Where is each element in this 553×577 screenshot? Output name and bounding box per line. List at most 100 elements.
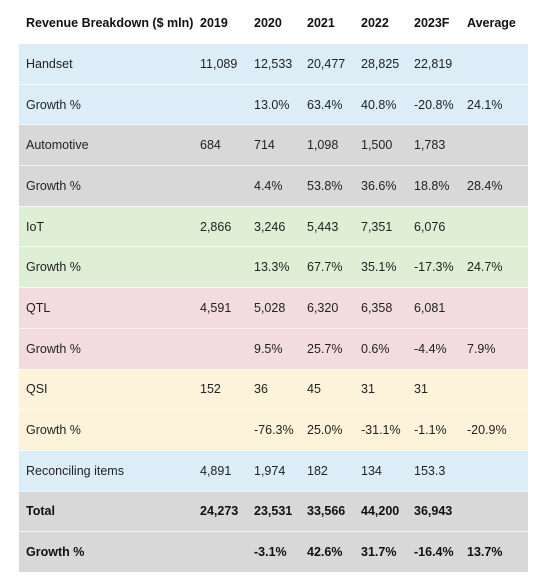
value-average: 24.1% bbox=[460, 83, 528, 125]
value-2023f: -4.4% bbox=[407, 327, 460, 369]
value-2021: 45 bbox=[300, 368, 354, 410]
header-year-2020: 2020 bbox=[247, 3, 300, 44]
value-average: 13.7% bbox=[460, 531, 528, 572]
value-2020: 1,974 bbox=[247, 449, 300, 492]
row-label: Reconciling items bbox=[19, 449, 193, 492]
value-2022: 36.6% bbox=[354, 165, 407, 207]
row-label: Growth % bbox=[19, 327, 193, 369]
value-2019: 684 bbox=[193, 124, 247, 166]
value-2022: 31 bbox=[354, 368, 407, 410]
value-2020: -3.1% bbox=[247, 531, 300, 572]
value-2023f: -16.4% bbox=[407, 531, 460, 572]
header-year-2023f: 2023F bbox=[407, 3, 460, 44]
value-2022: 28,825 bbox=[354, 43, 407, 85]
row-label: Automotive bbox=[19, 124, 193, 166]
value-2022: 40.8% bbox=[354, 83, 407, 125]
row-label: Growth % bbox=[19, 165, 193, 207]
header-row: Revenue Breakdown ($ mln) 2019 2020 2021… bbox=[19, 3, 528, 44]
table-row: IoT 2,866 3,246 5,443 7,351 6,076 bbox=[19, 205, 528, 247]
value-2020: 4.4% bbox=[247, 165, 300, 207]
value-2020: 5,028 bbox=[247, 287, 300, 329]
table-row: Growth % 13.0% 63.4% 40.8% -20.8% 24.1% bbox=[19, 83, 528, 125]
row-label: QTL bbox=[19, 287, 193, 329]
value-2019: 4,591 bbox=[193, 287, 247, 329]
value-2020: 13.0% bbox=[247, 83, 300, 125]
value-average: 24.7% bbox=[460, 246, 528, 288]
value-2021: 67.7% bbox=[300, 246, 354, 288]
value-2023f: 153.3 bbox=[407, 449, 460, 492]
value-2021: 182 bbox=[300, 449, 354, 492]
value-2021: 20,477 bbox=[300, 43, 354, 85]
value-2019 bbox=[193, 531, 247, 572]
header-year-2019: 2019 bbox=[193, 3, 247, 44]
value-2020: 9.5% bbox=[247, 327, 300, 369]
value-2020: 23,531 bbox=[247, 490, 300, 532]
table-row: Reconciling items 4,891 1,974 182 134 153.3 bbox=[19, 449, 528, 492]
value-average bbox=[460, 287, 528, 329]
row-label: Total bbox=[19, 490, 193, 532]
value-2022: 7,351 bbox=[354, 205, 407, 247]
value-2019: 24,273 bbox=[193, 490, 247, 532]
value-average: 7.9% bbox=[460, 327, 528, 369]
value-2021: 42.6% bbox=[300, 531, 354, 572]
value-2023f: 31 bbox=[407, 368, 460, 410]
value-2019 bbox=[193, 409, 247, 451]
value-2021: 63.4% bbox=[300, 83, 354, 125]
value-2023f: -1.1% bbox=[407, 409, 460, 451]
row-label: Growth % bbox=[19, 531, 193, 572]
header-year-2022: 2022 bbox=[354, 3, 407, 44]
value-2021: 5,443 bbox=[300, 205, 354, 247]
table-row: QTL 4,591 5,028 6,320 6,358 6,081 bbox=[19, 287, 528, 329]
table-row: Growth % -76.3% 25.0% -31.1% -1.1% -20.9% bbox=[19, 409, 528, 451]
value-2022: 6,358 bbox=[354, 287, 407, 329]
table-row: Growth % 9.5% 25.7% 0.6% -4.4% 7.9% bbox=[19, 327, 528, 369]
value-average bbox=[460, 205, 528, 247]
row-label: QSI bbox=[19, 368, 193, 410]
row-label: Growth % bbox=[19, 83, 193, 125]
value-2019 bbox=[193, 246, 247, 288]
table-row: Total 24,273 23,531 33,566 44,200 36,943 bbox=[19, 490, 528, 532]
value-2019: 2,866 bbox=[193, 205, 247, 247]
value-2023f: 36,943 bbox=[407, 490, 460, 532]
value-2021: 1,098 bbox=[300, 124, 354, 166]
value-2021: 25.0% bbox=[300, 409, 354, 451]
value-average bbox=[460, 124, 528, 166]
value-2022: 1,500 bbox=[354, 124, 407, 166]
value-average bbox=[460, 43, 528, 85]
value-2019: 152 bbox=[193, 368, 247, 410]
value-average bbox=[460, 449, 528, 492]
header-average: Average bbox=[460, 3, 528, 44]
value-2019 bbox=[193, 83, 247, 125]
value-2020: 3,246 bbox=[247, 205, 300, 247]
value-2022: 0.6% bbox=[354, 327, 407, 369]
table-body: Handset 11,089 12,533 20,477 28,825 22,819 Gro… bbox=[19, 43, 528, 572]
row-label: IoT bbox=[19, 205, 193, 247]
value-2023f: -17.3% bbox=[407, 246, 460, 288]
value-2019: 11,089 bbox=[193, 43, 247, 85]
table-row: Growth % 13.3% 67.7% 35.1% -17.3% 24.7% bbox=[19, 246, 528, 288]
value-2022: 44,200 bbox=[354, 490, 407, 532]
table-row: Automotive 684 714 1,098 1,500 1,783 bbox=[19, 124, 528, 166]
value-2020: 12,533 bbox=[247, 43, 300, 85]
value-2022: 31.7% bbox=[354, 531, 407, 572]
row-label: Handset bbox=[19, 43, 193, 85]
value-2020: 13.3% bbox=[247, 246, 300, 288]
value-2022: 35.1% bbox=[354, 246, 407, 288]
value-2020: 36 bbox=[247, 368, 300, 410]
value-2019: 4,891 bbox=[193, 449, 247, 492]
value-2021: 6,320 bbox=[300, 287, 354, 329]
header-year-2021: 2021 bbox=[300, 3, 354, 44]
row-label: Growth % bbox=[19, 246, 193, 288]
value-average: 28.4% bbox=[460, 165, 528, 207]
table-row: Growth % 4.4% 53.8% 36.6% 18.8% 28.4% bbox=[19, 165, 528, 207]
value-2021: 33,566 bbox=[300, 490, 354, 532]
value-average bbox=[460, 368, 528, 410]
value-2023f: -20.8% bbox=[407, 83, 460, 125]
value-2021: 53.8% bbox=[300, 165, 354, 207]
value-2022: -31.1% bbox=[354, 409, 407, 451]
value-2023f: 22,819 bbox=[407, 43, 460, 85]
value-2022: 134 bbox=[354, 449, 407, 492]
header-label: Revenue Breakdown ($ mln) bbox=[19, 3, 193, 44]
value-average bbox=[460, 490, 528, 532]
